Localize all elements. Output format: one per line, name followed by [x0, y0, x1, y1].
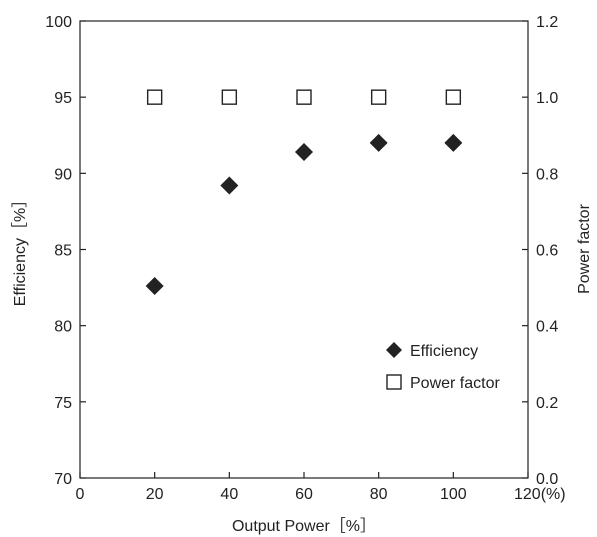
efficiency-point	[220, 176, 239, 195]
power-factor-point	[146, 89, 163, 105]
x-tick-label: 120(%)	[514, 486, 566, 503]
legend-label-power-factor: Power factor	[410, 375, 500, 392]
y-axis-ticks: 70 75 80 85 90 95 100	[45, 14, 86, 488]
efficiency-point	[295, 143, 313, 162]
x-tick-label: 0	[76, 486, 85, 503]
x-tick-label: 60	[295, 486, 313, 503]
y2-axis-ticks: 0.0 0.2 0.4 0.6 0.8 1.0 1.2	[522, 14, 558, 488]
y2-axis-title: Power factor	[576, 203, 593, 293]
y2-tick-label: 1.2	[536, 14, 558, 31]
y2-tick-label: 0.6	[536, 243, 558, 260]
power-factor-point	[296, 89, 312, 105]
y-tick-label: 100	[45, 14, 72, 31]
legend-diamond-icon	[386, 342, 402, 358]
legend-label-efficiency: Efficiency	[410, 343, 478, 360]
y-tick-label: 85	[54, 243, 72, 260]
x-tick-label: 20	[146, 486, 164, 503]
y2-tick-label: 0.8	[536, 166, 558, 183]
legend-square-icon	[386, 374, 402, 390]
y-axis-title: Efficiency［%］	[11, 192, 29, 306]
efficiency-point	[444, 133, 463, 152]
data-marks	[145, 89, 463, 296]
y-tick-label: 95	[54, 90, 72, 107]
x-tick-label: 80	[370, 486, 388, 503]
efficiency-point	[369, 133, 388, 152]
power-factor-point	[445, 89, 462, 105]
x-tick-label: 40	[220, 486, 238, 503]
y-tick-label: 90	[54, 166, 72, 183]
y-tick-label: 70	[54, 471, 72, 488]
legend: Efficiency Power factor	[386, 342, 500, 392]
x-axis-ticks: 0 20 40 60 80 100 120(%)	[76, 472, 566, 503]
x-tick-label: 100	[440, 486, 467, 503]
power-factor-point	[370, 89, 387, 105]
power-factor-point	[221, 89, 238, 105]
y-tick-label: 75	[54, 395, 72, 412]
y2-tick-label: 0.2	[536, 395, 558, 412]
y-tick-label: 80	[54, 319, 72, 336]
y2-tick-label: 0.4	[536, 319, 558, 336]
y2-tick-label: 1.0	[536, 90, 558, 107]
y2-tick-label: 0.0	[536, 471, 558, 488]
efficiency-point	[145, 277, 164, 296]
x-axis-title: Output Power［%］	[232, 517, 376, 535]
